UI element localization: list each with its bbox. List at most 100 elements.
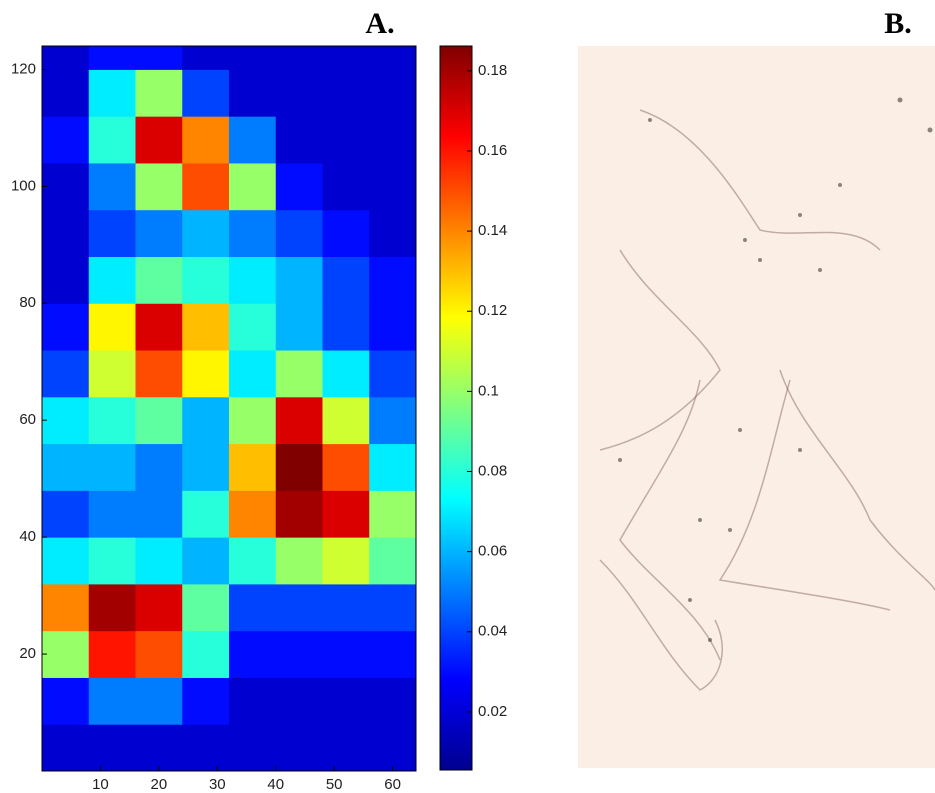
heat-cell: [229, 350, 277, 398]
heat-cell: [42, 537, 90, 585]
heat-cell: [322, 677, 370, 725]
heat-cell: [88, 162, 136, 211]
heat-cell: [182, 490, 230, 538]
particles: [618, 97, 933, 642]
panel-label: B.: [884, 7, 912, 40]
heat-cell: [42, 162, 90, 211]
heat-cell: [182, 46, 230, 70]
heat-cell: [229, 162, 277, 211]
heat-cell: [322, 583, 370, 632]
heat-cell: [135, 256, 183, 304]
x-tick-label: 20: [151, 776, 168, 793]
heat-cell: [369, 69, 417, 117]
colorbar-tick-label: 0.06: [478, 543, 507, 560]
heatmap: [42, 46, 417, 772]
heat-cell: [229, 69, 277, 117]
heat-cell: [42, 583, 90, 632]
heat-cell: [182, 209, 230, 257]
heat-cell: [135, 490, 183, 538]
heat-cell: [369, 443, 417, 491]
heat-cell: [275, 677, 323, 725]
y-tick-label: 60: [19, 411, 36, 428]
heat-cell: [275, 443, 323, 491]
x-tick-label: 10: [92, 776, 109, 793]
heat-cell: [135, 443, 183, 491]
heat-cell: [229, 583, 277, 632]
x-tick-label: 30: [209, 776, 226, 793]
heat-cell: [182, 537, 230, 585]
heat-cell: [369, 677, 417, 725]
heat-cell: [322, 396, 370, 445]
heat-cell: [322, 69, 370, 117]
y-tick-label: 120: [11, 60, 36, 77]
heat-cell: [322, 443, 370, 491]
heat-cell: [229, 724, 277, 772]
heat-cell: [135, 350, 183, 398]
colorbar-tick-label: 0.14: [478, 222, 507, 239]
heat-cell: [42, 116, 90, 164]
heat-cell: [182, 350, 230, 398]
heat-cell: [229, 256, 277, 304]
heat-cell: [42, 724, 90, 772]
heat-cell: [42, 490, 90, 538]
heat-cell: [369, 490, 417, 538]
plot-frame: [41, 45, 417, 772]
heat-cell: [322, 256, 370, 304]
heat-cell: [322, 490, 370, 538]
heat-cell: [369, 396, 417, 445]
heat-cell: [88, 116, 136, 164]
heat-cell: [369, 209, 417, 257]
heat-cell: [229, 490, 277, 538]
heat-cell: [229, 677, 277, 725]
heat-cell: [229, 46, 277, 70]
heat-cell: [369, 350, 417, 398]
heat-cell: [182, 630, 230, 678]
heat-cell: [182, 303, 230, 351]
heat-cell: [182, 396, 230, 445]
y-tick-label: 80: [19, 294, 36, 311]
heat-cell: [182, 583, 230, 632]
heat-cell: [42, 350, 90, 398]
heat-cell: [322, 303, 370, 351]
heat-cell: [88, 209, 136, 257]
heat-cell: [42, 396, 90, 445]
heat-cell: [88, 630, 136, 678]
heat-cell: [42, 443, 90, 491]
heat-cell: [42, 630, 90, 678]
heat-cell: [322, 116, 370, 164]
colorbar-tick-label: 0.08: [478, 462, 507, 479]
colorbar: [439, 45, 473, 771]
heat-cell: [88, 677, 136, 725]
heat-cell: [369, 724, 417, 772]
x-tick-label: 40: [267, 776, 284, 793]
heat-cell: [42, 303, 90, 351]
heat-cell: [88, 69, 136, 117]
heat-cell: [135, 630, 183, 678]
heat-cell: [182, 162, 230, 211]
heat-cell: [275, 69, 323, 117]
heat-cell: [88, 396, 136, 445]
heat-cell: [369, 537, 417, 585]
heat-cell: [135, 209, 183, 257]
heat-cell: [135, 583, 183, 632]
heat-cell: [135, 677, 183, 725]
heat-cell: [135, 116, 183, 164]
colorbar-tick-label: 0.04: [478, 623, 507, 640]
heat-cell: [135, 69, 183, 117]
heat-cell: [88, 583, 136, 632]
heat-cell: [42, 69, 90, 117]
y-tick-label: 100: [11, 177, 36, 194]
heat-cell: [275, 46, 323, 70]
colorbar-tick-label: 0.02: [478, 703, 507, 720]
heat-cell: [369, 630, 417, 678]
heat-cell: [229, 396, 277, 445]
heat-cell: [275, 350, 323, 398]
cell-outlines: [599, 109, 935, 691]
heat-cell: [229, 209, 277, 257]
heat-cell: [322, 724, 370, 772]
heat-cell: [322, 350, 370, 398]
heat-cell: [229, 443, 277, 491]
heat-cell: [135, 724, 183, 772]
heat-cell: [369, 46, 417, 70]
